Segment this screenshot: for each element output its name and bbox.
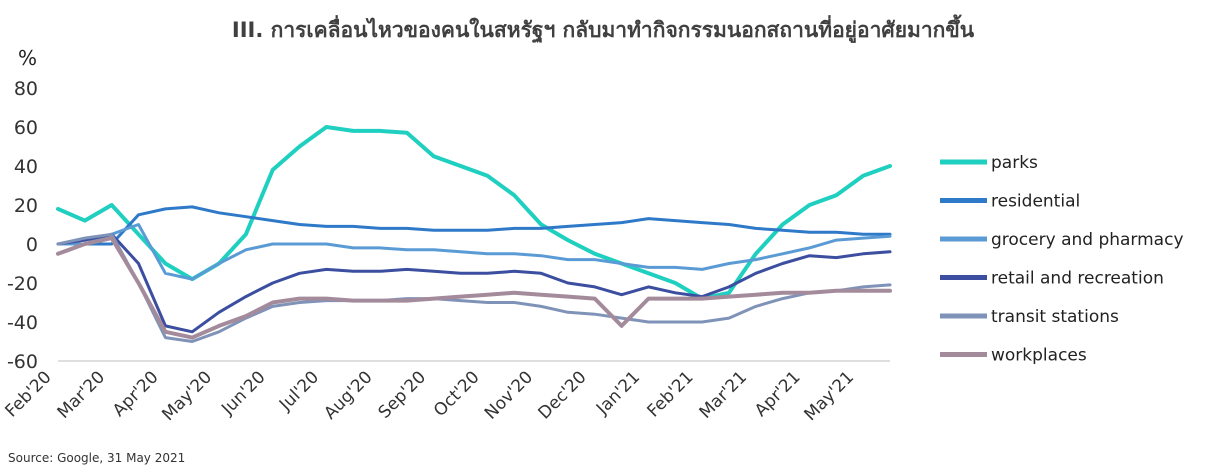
- legend-label: residential: [991, 192, 1080, 212]
- y-tick-label: -60: [7, 351, 38, 373]
- series-line-workplaces: [56, 236, 892, 340]
- x-tick-label: Nov'20: [481, 367, 537, 423]
- y-tick-label: 80: [14, 78, 38, 100]
- x-tick-label: May'20: [158, 367, 216, 425]
- y-axis-label: %: [18, 46, 38, 70]
- x-tick-label: Aug'20: [320, 367, 376, 423]
- x-tick-label: Oct'20: [430, 367, 484, 421]
- x-tick-label: Feb'21: [644, 367, 698, 421]
- x-tick-label: Mar'21: [696, 367, 751, 422]
- x-tick-label: Apr'21: [751, 367, 805, 421]
- y-tick-label: 40: [14, 156, 38, 178]
- x-tick-label: Apr'20: [109, 367, 163, 421]
- x-tick-label: Jul'20: [275, 367, 323, 415]
- y-tick-label: -20: [7, 273, 38, 295]
- series-line-retail-and-recreation: [56, 232, 892, 334]
- y-tick-label: -40: [7, 312, 38, 334]
- legend-label: parks: [991, 153, 1038, 173]
- y-tick-label: 0: [26, 234, 38, 256]
- y-tick-label: 20: [14, 195, 38, 217]
- legend-label: transit stations: [991, 307, 1119, 327]
- x-tick-label: Jun'20: [217, 367, 269, 419]
- legend-label: retail and recreation: [991, 269, 1164, 289]
- series-line-grocery-and-pharmacy: [56, 223, 892, 281]
- legend-label: grocery and pharmacy: [991, 230, 1184, 250]
- x-tick-label: Mar'20: [54, 367, 109, 422]
- x-tick-label: Feb'20: [2, 367, 56, 421]
- x-tick-label: May'21: [801, 367, 859, 425]
- legend-label: workplaces: [991, 346, 1087, 366]
- series-line-transit-stations: [56, 232, 892, 343]
- x-tick-label: Jan'21: [592, 367, 644, 419]
- y-tick-label: 60: [14, 117, 38, 139]
- x-tick-label: Dec'20: [535, 367, 591, 423]
- chart-title: III. การเคลื่อนไหวของคนในสหรัฐฯ กลับมาทำ…: [231, 18, 975, 42]
- series-line-residential: [56, 205, 892, 246]
- x-tick-label: Sep'20: [375, 367, 430, 422]
- source-note: Source: Google, 31 May 2021: [8, 451, 186, 465]
